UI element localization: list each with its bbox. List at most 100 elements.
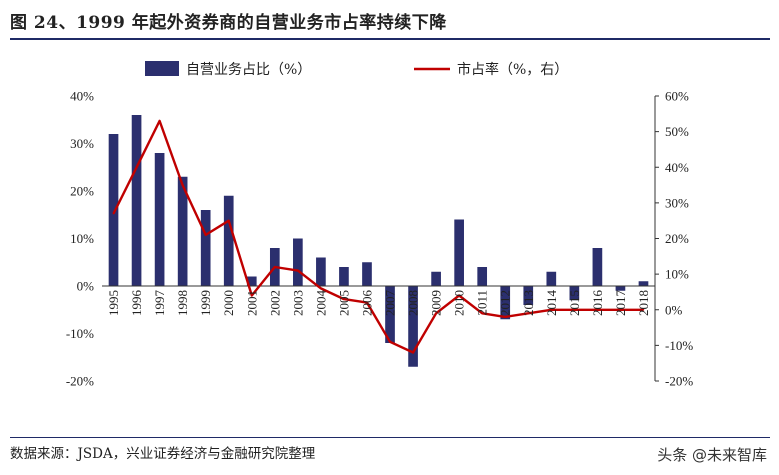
right-tick-label: 0% <box>665 302 683 317</box>
x-tick-label: 2015 <box>567 290 582 316</box>
left-tick-label: 40% <box>70 89 94 104</box>
x-tick-label: 2003 <box>290 290 305 316</box>
x-tick-label: 1998 <box>175 290 190 316</box>
bar-2010 <box>454 219 464 286</box>
line-point-1999 <box>204 234 207 236</box>
bar-2000 <box>223 195 234 286</box>
left-tick-label: 20% <box>70 184 94 199</box>
left-tick-label: -20% <box>66 374 94 389</box>
bar-2016 <box>592 248 603 286</box>
legend-bar-swatch <box>145 61 179 76</box>
line-series <box>112 119 645 354</box>
right-tick-label: -20% <box>665 374 693 389</box>
x-tick-label: 2016 <box>590 290 605 317</box>
x-tick-label: 1997 <box>152 290 167 317</box>
x-tick-labels: 1995 1996 1997 1998 1999 2000 2001 2002 2003 2004… <box>106 290 651 317</box>
line-point-2005 <box>343 298 345 300</box>
left-tick-label: -10% <box>66 326 94 341</box>
bar-1999 <box>200 210 211 286</box>
line-point-2006 <box>366 301 368 304</box>
line-point-2010 <box>458 294 460 297</box>
right-tick-label: -10% <box>665 338 693 353</box>
chart-title: 图 24、1999 年起外资券商的自营业务市占率持续下降 <box>10 13 447 33</box>
x-tick-label: 2012 <box>498 290 513 316</box>
line-point-2013 <box>527 312 530 315</box>
bar-1996 <box>131 115 142 286</box>
x-tick-label: 2002 <box>267 290 282 316</box>
line-point-1997 <box>158 120 161 122</box>
line-point-1995 <box>112 212 115 215</box>
line-point-2008 <box>412 351 414 354</box>
bar-2007 <box>385 286 395 343</box>
bar-2018 <box>638 281 649 286</box>
source-note: 数据来源：JSDA，兴业证券经济与金融研究院整理 <box>10 446 316 462</box>
left-tick-label: 10% <box>70 231 94 246</box>
left-tick-label: 30% <box>70 136 94 151</box>
line-point-2014 <box>550 308 553 311</box>
line-point-2007 <box>389 341 391 343</box>
bar-2003 <box>293 238 303 286</box>
x-tick-label: 2005 <box>336 290 351 316</box>
right-tick-label: 50% <box>665 124 689 139</box>
line-point-2016 <box>596 308 599 311</box>
right-tick-label: 40% <box>665 160 689 175</box>
line-point-1998 <box>181 184 184 186</box>
left-tick-label: 0% <box>77 279 95 294</box>
x-tick-label: 2010 <box>452 290 467 316</box>
line-point-2015 <box>573 308 576 311</box>
line-point-2004 <box>320 287 322 290</box>
chart: 自营业务占比（%） 市占率（%，右） -20% -10% 0% 10% 20% 30% 40%… <box>66 61 693 389</box>
bar-2005 <box>339 267 349 286</box>
x-tick-label: 1995 <box>106 290 121 316</box>
x-tick-label: 2006 <box>359 290 374 317</box>
line-point-2011 <box>481 312 483 315</box>
line-point-2003 <box>297 269 299 272</box>
market-share-line <box>112 119 644 354</box>
x-tick-label: 2013 <box>521 290 536 316</box>
x-tick-label: 1999 <box>198 290 213 316</box>
bar-2009 <box>431 271 441 286</box>
bar-2015 <box>569 286 580 301</box>
line-point-2017 <box>619 308 622 311</box>
line-point-2000 <box>227 219 230 222</box>
line-point-1996 <box>135 166 138 169</box>
x-tick-label: 2000 <box>221 290 236 316</box>
x-tick-label: 1996 <box>129 290 144 317</box>
bar-series <box>108 115 649 367</box>
bar-2011 <box>477 267 488 286</box>
watermark: 头条 @未来智库 <box>657 446 767 464</box>
bar-2004 <box>316 257 326 286</box>
x-tick-label: 2014 <box>544 290 559 317</box>
title-divider <box>10 38 770 40</box>
bar-2013 <box>523 286 534 305</box>
bar-2017 <box>615 286 626 291</box>
x-tick-label: 2017 <box>613 290 628 317</box>
bar-2012 <box>500 286 511 320</box>
bar-1995 <box>108 134 119 286</box>
bar-1998 <box>177 176 188 286</box>
bar-2014 <box>546 271 557 286</box>
legend-bar-label: 自营业务占比（%） <box>186 62 311 78</box>
x-tick-label: 2007 <box>383 290 398 317</box>
line-point-2002 <box>274 266 276 268</box>
right-tick-label: 30% <box>665 195 689 210</box>
x-tick-label: 2011 <box>475 290 490 316</box>
right-tick-label: 20% <box>665 231 689 246</box>
line-point-2018 <box>642 308 645 311</box>
x-tick-label: 2008 <box>406 290 421 316</box>
line-point-2009 <box>435 312 437 315</box>
legend-line-label: 市占率（%，右） <box>457 61 568 78</box>
legend: 自营业务占比（%） 市占率（%，右） <box>145 61 568 78</box>
bar-2008 <box>408 286 418 367</box>
x-tick-label: 2009 <box>429 290 444 316</box>
bar-1997 <box>154 153 165 286</box>
x-tick-label: 2001 <box>244 290 259 316</box>
x-tick-label: 2018 <box>636 290 651 316</box>
bar-2006 <box>362 262 372 286</box>
line-point-2012 <box>504 316 507 318</box>
line-point-2001 <box>250 294 253 297</box>
right-tick-label: 60% <box>665 89 689 104</box>
x-tick-label: 2004 <box>313 290 328 317</box>
bar-2001 <box>246 276 257 286</box>
left-axis: -20% -10% 0% 10% 20% 30% 40% <box>66 89 94 389</box>
